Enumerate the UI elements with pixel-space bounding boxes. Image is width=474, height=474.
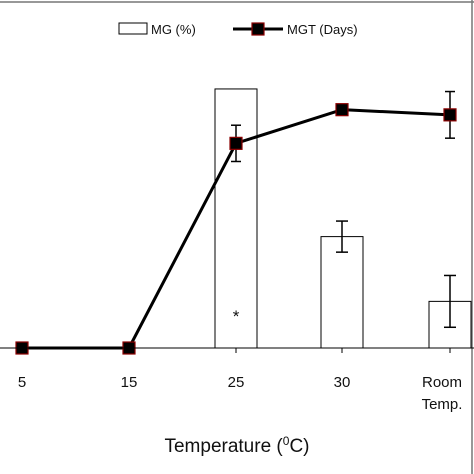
legend-marker [251,22,265,36]
legend-label-line: MGT (Days) [287,22,358,37]
annotations: * [233,307,240,326]
x-tick-label: 5 [18,374,26,391]
x-tick-label: Temp. [422,396,463,413]
legend-swatch-bar [118,22,148,35]
x-axis-label-main: Temperature ( [164,436,283,457]
legend-label-bar: MG (%) [151,22,196,37]
bar-series [214,88,472,349]
significance-marker: * [233,307,240,326]
x-axis: 5 15 25 30 Room Temp. [0,347,474,413]
line-point [443,108,457,122]
line-point [229,136,243,150]
x-tick-label: 25 [228,374,245,391]
x-axis-label: Temperature (0C) [164,434,309,457]
x-tick-label: 15 [121,374,138,391]
bar-error-bars [336,220,456,329]
bar [320,236,364,349]
x-axis-label-unit: C) [289,436,309,457]
legend: MG (%) MGT (Days) [118,22,358,37]
x-tick-label: 30 [334,374,351,391]
line-point [335,103,349,117]
x-axis-label-superscript: 0 [283,434,290,448]
x-tick-label: Room [422,374,462,391]
